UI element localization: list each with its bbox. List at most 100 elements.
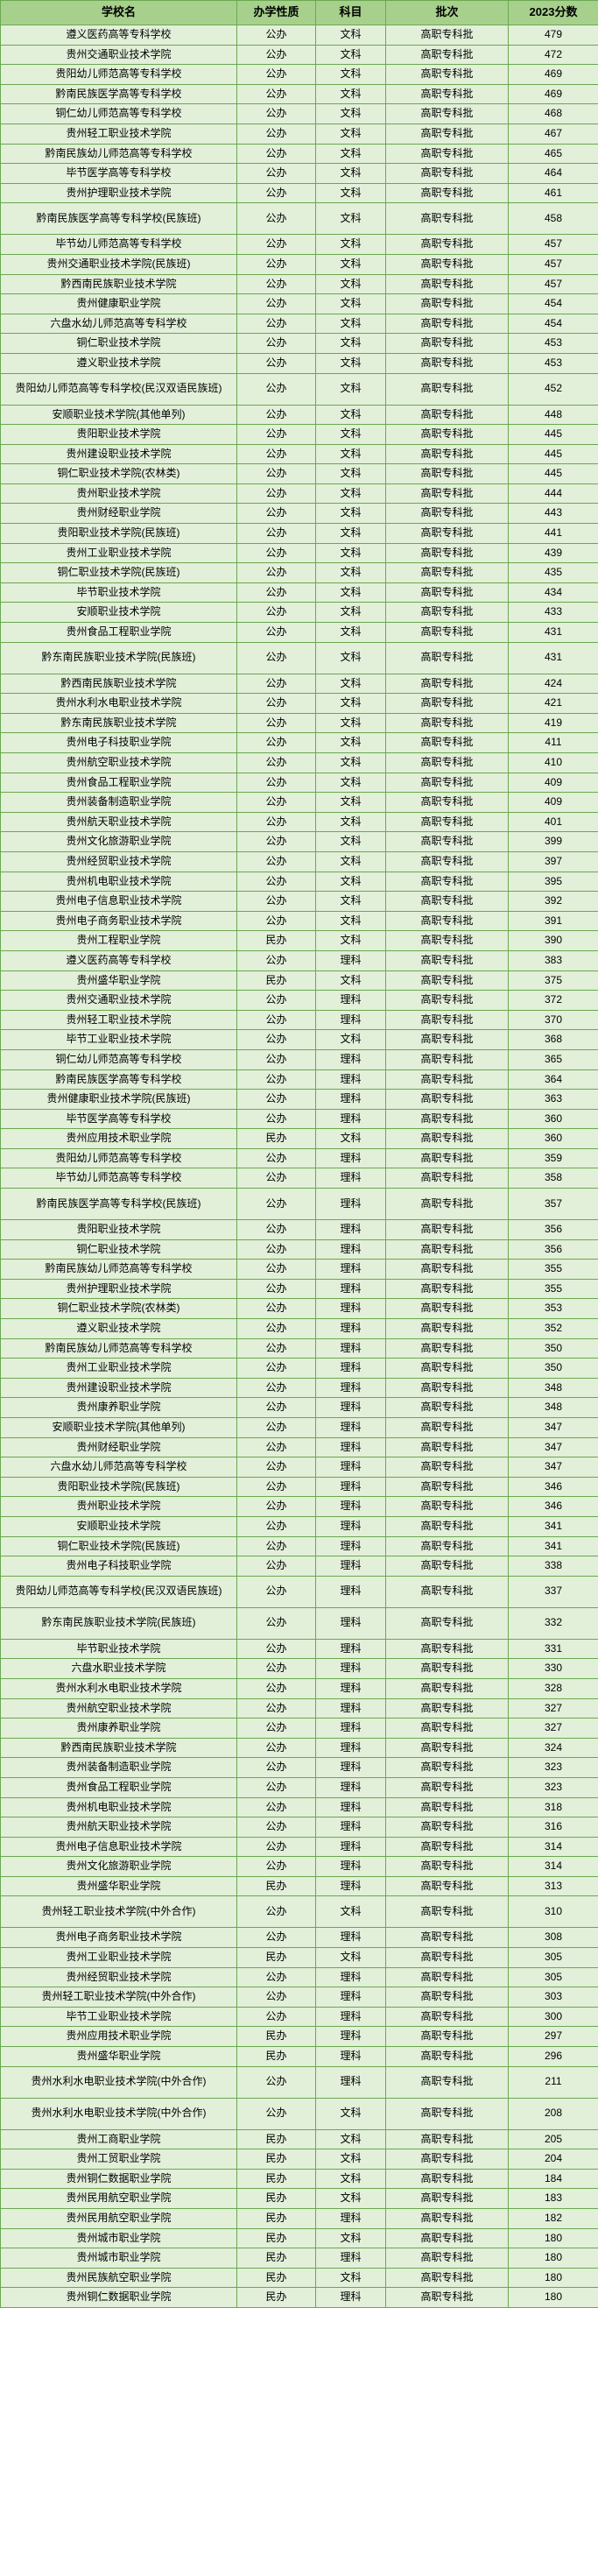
- cell-subject: 理科: [316, 1437, 386, 1457]
- cell-nature: 民办: [237, 2288, 316, 2308]
- table-row: 贵州电子科技职业学院公办文科高职专科批411: [1, 733, 598, 753]
- cell-score: 401: [509, 812, 598, 832]
- cell-nature: 公办: [237, 1049, 316, 1069]
- cell-batch: 高职专科批: [386, 2268, 509, 2288]
- cell-name: 贵州交通职业技术学院: [1, 45, 237, 65]
- cell-batch: 高职专科批: [386, 1189, 509, 1220]
- cell-subject: 文科: [316, 1948, 386, 1968]
- cell-name: 贵州职业技术学院: [1, 483, 237, 504]
- table-row: 贵州职业技术学院公办理科高职专科批346: [1, 1497, 598, 1517]
- cell-name: 贵州工商职业学院: [1, 2129, 237, 2149]
- cell-nature: 民办: [237, 2268, 316, 2288]
- cell-batch: 高职专科批: [386, 2209, 509, 2229]
- cell-nature: 公办: [237, 892, 316, 912]
- cell-nature: 公办: [237, 773, 316, 793]
- cell-nature: 公办: [237, 2098, 316, 2129]
- cell-name: 贵州护理职业技术学院: [1, 1279, 237, 1299]
- cell-batch: 高职专科批: [386, 314, 509, 334]
- cell-nature: 公办: [237, 623, 316, 643]
- cell-nature: 公办: [237, 1418, 316, 1438]
- cell-batch: 高职专科批: [386, 1069, 509, 1090]
- table-row: 毕节幼儿师范高等专科学校公办理科高职专科批358: [1, 1168, 598, 1189]
- cell-name: 毕节医学高等专科学校: [1, 1109, 237, 1129]
- cell-name: 贵州航天职业技术学院: [1, 812, 237, 832]
- cell-score: 352: [509, 1319, 598, 1339]
- cell-subject: 文科: [316, 773, 386, 793]
- cell-score: 316: [509, 1817, 598, 1838]
- cell-name: 贵州交通职业技术学院: [1, 991, 237, 1011]
- cell-subject: 理科: [316, 1497, 386, 1517]
- cell-score: 328: [509, 1678, 598, 1698]
- cell-subject: 理科: [316, 2007, 386, 2027]
- cell-subject: 文科: [316, 753, 386, 773]
- table-row: 贵州水利水电职业技术学院(中外合作)公办文科高职专科批208: [1, 2098, 598, 2129]
- cell-nature: 民办: [237, 2027, 316, 2047]
- cell-score: 391: [509, 911, 598, 931]
- cell-nature: 公办: [237, 334, 316, 354]
- cell-nature: 公办: [237, 25, 316, 46]
- table-row: 毕节职业技术学院公办文科高职专科批434: [1, 582, 598, 603]
- cell-batch: 高职专科批: [386, 793, 509, 813]
- cell-subject: 理科: [316, 1516, 386, 1536]
- cell-name: 贵州城市职业学院: [1, 2248, 237, 2269]
- table-row: 贵州电子商务职业技术学院公办文科高职专科批391: [1, 911, 598, 931]
- table-row: 铜仁职业技术学院(民族班)公办文科高职专科批435: [1, 563, 598, 583]
- cell-batch: 高职专科批: [386, 1639, 509, 1659]
- table-row: 黔南民族幼儿师范高等专科学校公办理科高职专科批355: [1, 1260, 598, 1280]
- table-row: 黔南民族医学高等专科学校公办理科高职专科批364: [1, 1069, 598, 1090]
- cell-subject: 理科: [316, 1477, 386, 1497]
- cell-subject: 理科: [316, 1797, 386, 1817]
- cell-batch: 高职专科批: [386, 1148, 509, 1168]
- table-row: 贵州装备制造职业学院公办理科高职专科批323: [1, 1758, 598, 1778]
- table-row: 遵义职业技术学院公办文科高职专科批453: [1, 353, 598, 373]
- table-row: 黔南民族医学高等专科学校(民族班)公办理科高职专科批357: [1, 1189, 598, 1220]
- cell-batch: 高职专科批: [386, 2007, 509, 2027]
- table-row: 铜仁职业技术学院公办理科高职专科批356: [1, 1239, 598, 1260]
- cell-subject: 理科: [316, 1220, 386, 1240]
- cell-score: 424: [509, 674, 598, 694]
- cell-score: 383: [509, 950, 598, 970]
- cell-batch: 高职专科批: [386, 254, 509, 274]
- cell-batch: 高职专科批: [386, 1010, 509, 1030]
- cell-nature: 公办: [237, 1148, 316, 1168]
- table-row: 贵州城市职业学院民办文科高职专科批180: [1, 2228, 598, 2248]
- cell-name: 贵州经贸职业技术学院: [1, 851, 237, 872]
- cell-name: 贵州食品工程职业学院: [1, 1777, 237, 1797]
- table-row: 铜仁幼儿师范高等专科学校公办理科高职专科批365: [1, 1049, 598, 1069]
- table-row: 贵州工业职业技术学院公办文科高职专科批439: [1, 543, 598, 563]
- cell-name: 六盘水幼儿师范高等专科学校: [1, 314, 237, 334]
- cell-batch: 高职专科批: [386, 1239, 509, 1260]
- cell-nature: 公办: [237, 733, 316, 753]
- cell-batch: 高职专科批: [386, 1698, 509, 1719]
- cell-batch: 高职专科批: [386, 911, 509, 931]
- cell-subject: 理科: [316, 1010, 386, 1030]
- cell-subject: 文科: [316, 144, 386, 164]
- table-row: 贵州电子商务职业技术学院公办理科高职专科批308: [1, 1928, 598, 1948]
- cell-batch: 高职专科批: [386, 1987, 509, 2008]
- cell-subject: 文科: [316, 911, 386, 931]
- cell-score: 453: [509, 334, 598, 354]
- cell-nature: 民办: [237, 2169, 316, 2189]
- cell-score: 314: [509, 1857, 598, 1877]
- table-row: 遵义医药高等专科学校公办文科高职专科批479: [1, 25, 598, 46]
- cell-score: 346: [509, 1497, 598, 1517]
- table-row: 贵州轻工职业技术学院(中外合作)公办文科高职专科批310: [1, 1896, 598, 1928]
- cell-batch: 高职专科批: [386, 25, 509, 46]
- cell-name: 贵州轻工职业技术学院(中外合作): [1, 1896, 237, 1928]
- table-row: 铜仁职业技术学院(农林类)公办理科高职专科批353: [1, 1299, 598, 1319]
- cell-batch: 高职专科批: [386, 353, 509, 373]
- cell-name: 遵义医药高等专科学校: [1, 950, 237, 970]
- table-row: 贵阳幼儿师范高等专科学校公办理科高职专科批359: [1, 1148, 598, 1168]
- table-row: 贵州民族航空职业学院民办文科高职专科批180: [1, 2268, 598, 2288]
- cell-subject: 文科: [316, 425, 386, 445]
- cell-batch: 高职专科批: [386, 164, 509, 184]
- table-row: 贵州工业职业技术学院民办文科高职专科批305: [1, 1948, 598, 1968]
- cell-batch: 高职专科批: [386, 1279, 509, 1299]
- cell-nature: 公办: [237, 582, 316, 603]
- cell-score: 204: [509, 2149, 598, 2170]
- cell-name: 贵州电子信息职业技术学院: [1, 1837, 237, 1857]
- cell-name: 贵州盛华职业学院: [1, 1876, 237, 1896]
- cell-batch: 高职专科批: [386, 1536, 509, 1556]
- cell-nature: 公办: [237, 504, 316, 524]
- cell-batch: 高职专科批: [386, 1817, 509, 1838]
